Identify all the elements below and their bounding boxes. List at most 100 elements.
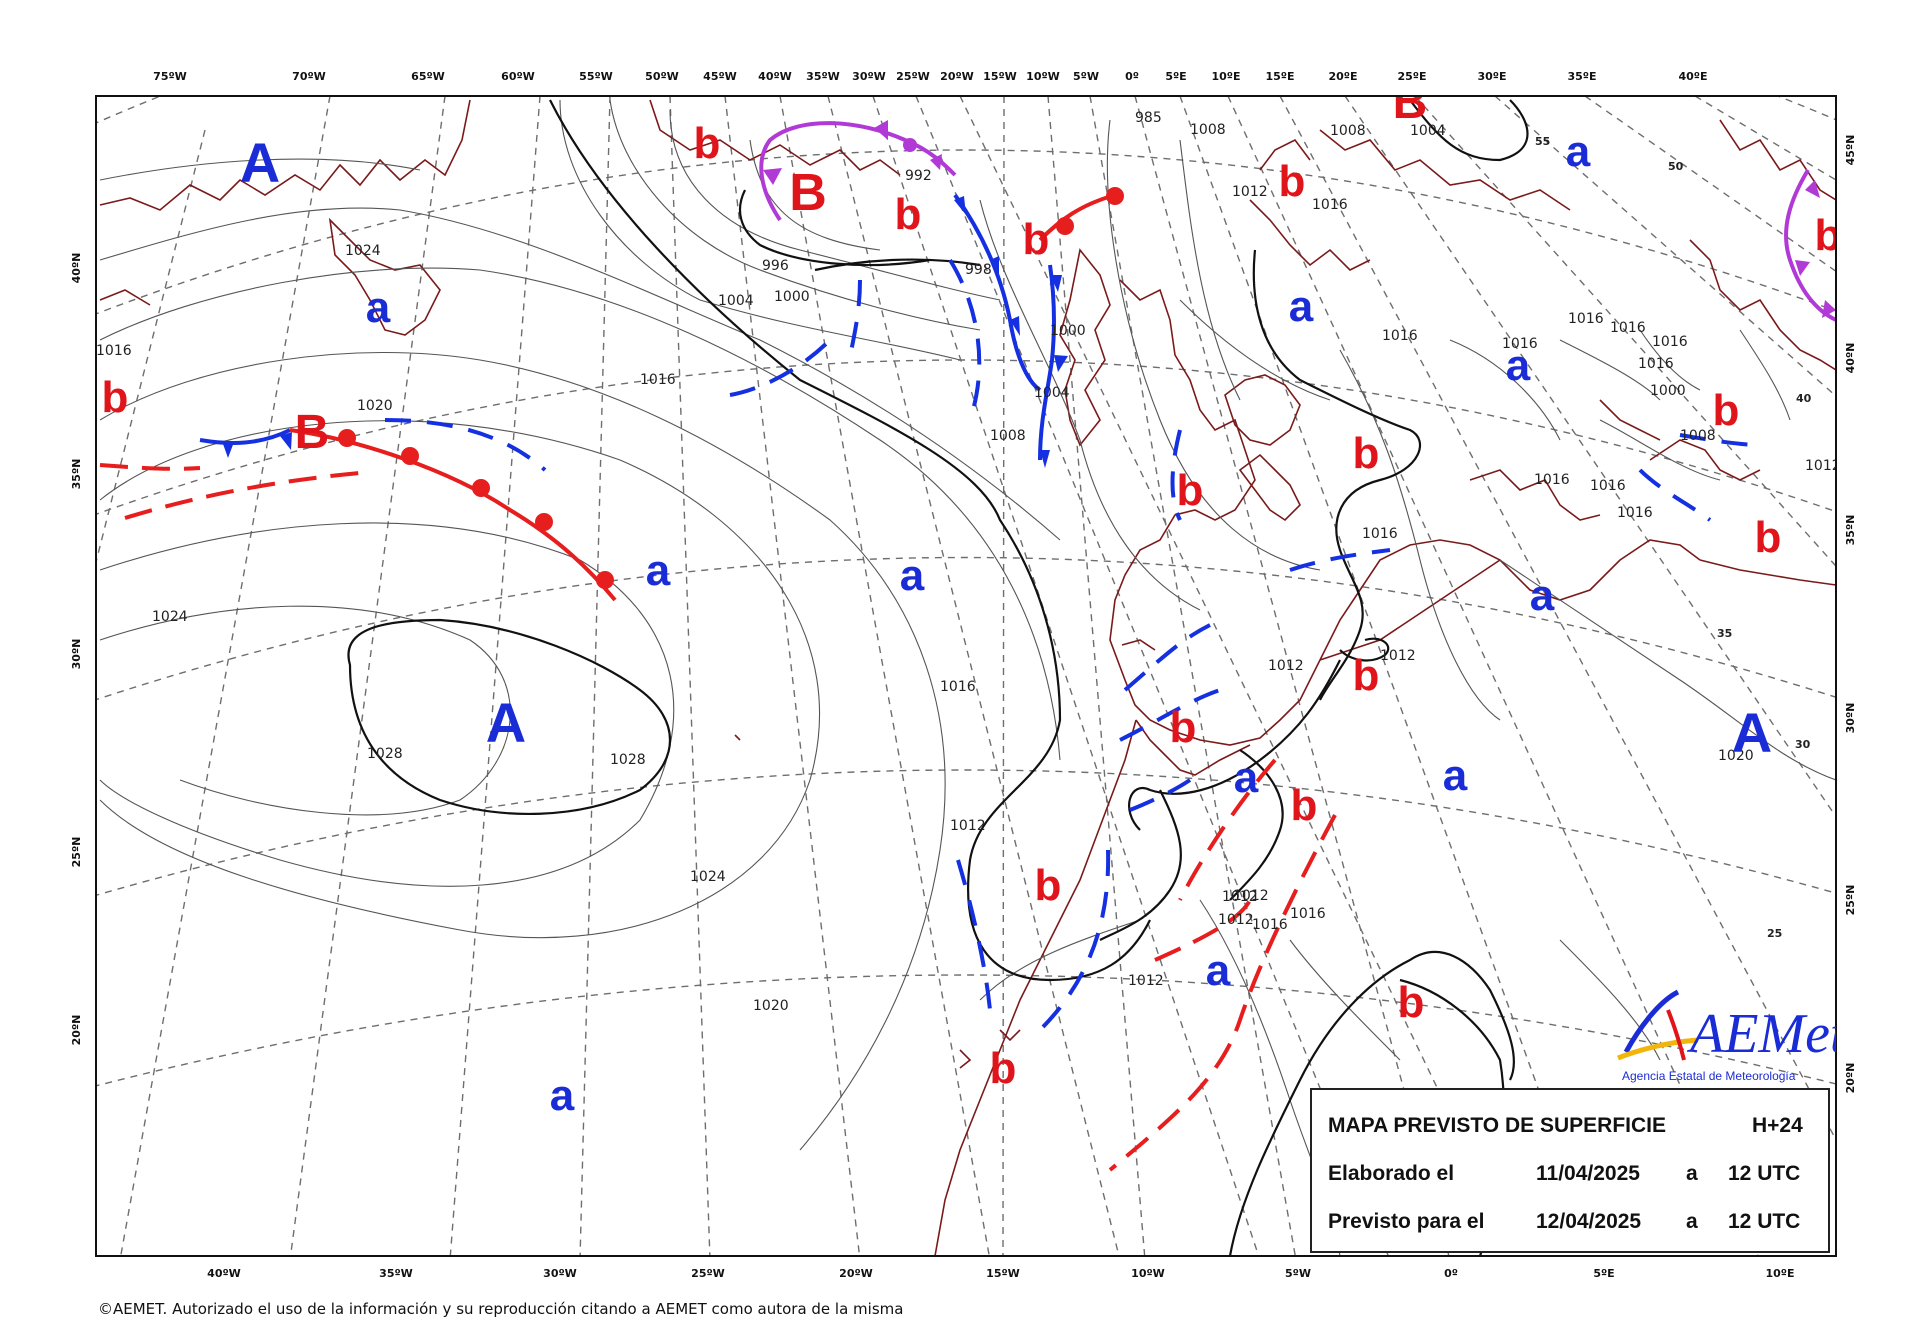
low-pressure-center: b [1035,861,1062,910]
top-lon-label: 25ºE [1397,70,1426,83]
isobar-label: 1024 [152,609,188,625]
low-pressure-center: b [1177,466,1204,515]
lat-mark: 55 [1535,135,1550,148]
isobar-label: 985 [1135,110,1162,126]
top-lon-label: 15ºW [983,70,1017,83]
bottom-lon-label: 30ºW [543,1267,577,1280]
bottom-lon-label: 35ºW [379,1267,413,1280]
right-lat-label: 40ºN [1844,343,1857,374]
aemet-logo-graphic: AEMet Agencia Estatal de Meteorología [1617,989,1847,1083]
right-lat-label: 45ºN [1844,135,1857,166]
isobar-label: 1008 [1190,122,1226,138]
low-pressure-center: b [1713,386,1740,435]
isobar-label: 1028 [367,746,403,762]
isobar-label: 1016 [1362,526,1398,542]
isobar-label: 1016 [1610,320,1646,336]
top-lon-label: 70ºW [292,70,326,83]
high-pressure-center: a [366,283,391,332]
isobar-label: 1012 [1128,973,1164,989]
forecast-cold-fronts [384,258,1761,1032]
isobar-label: 1012 [1268,658,1304,674]
bottom-lon-label: 40ºW [207,1267,241,1280]
low-pressure-center: b [1279,157,1306,206]
top-lon-label: 0º [1125,70,1139,83]
lat-mark: 35 [1717,627,1732,640]
isobar-label: 1000 [1650,383,1686,399]
bottom-lon-label: 5ºE [1593,1267,1614,1280]
logo-stroke [1617,1037,1699,1061]
top-lon-label: 35ºE [1567,70,1596,83]
lat-mark: 30 [1795,738,1811,751]
map-title: MAPA PREVISTO DE SUPERFICIE [1328,1114,1666,1137]
high-pressure-center: A [486,691,526,754]
isobar-label: 1016 [1312,197,1348,213]
bottom-lon-label: 5ºW [1285,1267,1311,1280]
low-pressure-center: b [1023,215,1050,264]
warm-fronts [289,187,1124,602]
low-pressure-center: B [295,406,330,459]
top-lon-label: 60ºW [501,70,535,83]
top-longitude-labels: 75ºW 70ºW 65ºW 60ºW 55ºW 50ºW 45ºW 40ºW … [153,70,1707,83]
isobars [99,99,1836,1256]
high-pressure-center: a [900,551,925,600]
isobar-label: 998 [965,262,992,278]
lat-mark: 40 [1796,392,1812,405]
isobar-value-labels: 1024 1016 1020 1024 1028 1028 1024 1020 … [96,110,1841,1014]
low-pressure-center: b [1755,513,1782,562]
isobar-label: 1020 [357,398,393,414]
high-pressure-center: a [1566,127,1591,176]
top-lon-label: 25ºW [896,70,930,83]
pressure-centers: A a b B a A a a a b B b b b b b b a a a … [102,76,1842,1120]
high-pressure-center: a [550,1071,575,1120]
bottom-lon-label: 25ºW [691,1267,725,1280]
high-pressure-center: a [1506,341,1531,390]
top-lon-label: 30ºE [1477,70,1506,83]
logo-stroke [1623,989,1680,1054]
low-pressure-center: B [1393,76,1428,129]
left-lat-label: 30ºN [70,639,83,670]
low-pressure-center: b [1815,211,1842,260]
top-lon-label: 40ºE [1678,70,1707,83]
bottom-lon-label: 20ºW [839,1267,873,1280]
isobar-label: 1008 [1330,123,1366,139]
isobar-label: 1024 [345,243,381,259]
left-lat-label: 35ºN [70,459,83,490]
top-lon-label: 30ºW [852,70,886,83]
top-lon-label: 15ºE [1265,70,1294,83]
right-lat-label: 30ºN [1844,703,1857,734]
issued-label: Elaborado el [1328,1162,1455,1185]
forecast-lead-time: H+24 [1752,1114,1803,1137]
low-pressure-center: b [1291,781,1318,830]
inner-latitude-marks: 55 50 40 35 30 25 [1535,135,1812,940]
right-latitude-labels: 45ºN 40ºN 35ºN 30ºN 25ºN 20ºN [1844,135,1857,1094]
isobar-label: 1012 [950,818,986,834]
top-lon-label: 40ºW [758,70,792,83]
isobar-label: 1016 [1590,478,1626,494]
high-pressure-center: A [240,131,280,194]
right-lat-label: 35ºN [1844,515,1857,546]
valid-date: 12/04/2025 [1536,1210,1642,1233]
isobar-label: 1016 [1290,906,1326,922]
isobar-label: 1012 [1805,458,1841,474]
isobar-label: 1012 [1233,888,1269,904]
isobar-label: 1016 [940,679,976,695]
top-lon-label: 65ºW [411,70,445,83]
isobar-label: 1016 [1568,311,1604,327]
low-pressure-center: b [990,1044,1017,1093]
top-lon-label: 20ºW [940,70,974,83]
top-lon-label: 55ºW [579,70,613,83]
top-lon-label: 75ºW [153,70,187,83]
cold-fronts [199,193,1068,468]
map-frame [95,95,1837,1257]
isobar-label: 992 [905,168,932,184]
low-pressure-center: b [1398,978,1425,1027]
valid-at-word: a [1686,1210,1698,1233]
valid-time: 12 UTC [1728,1210,1801,1233]
valid-label: Previsto para el [1328,1210,1485,1233]
isobar-label: 1000 [774,289,810,305]
high-pressure-center: a [646,546,671,595]
top-lon-label: 10ºW [1026,70,1060,83]
low-pressure-center: b [1170,703,1197,752]
top-lon-label: 5ºW [1073,70,1099,83]
